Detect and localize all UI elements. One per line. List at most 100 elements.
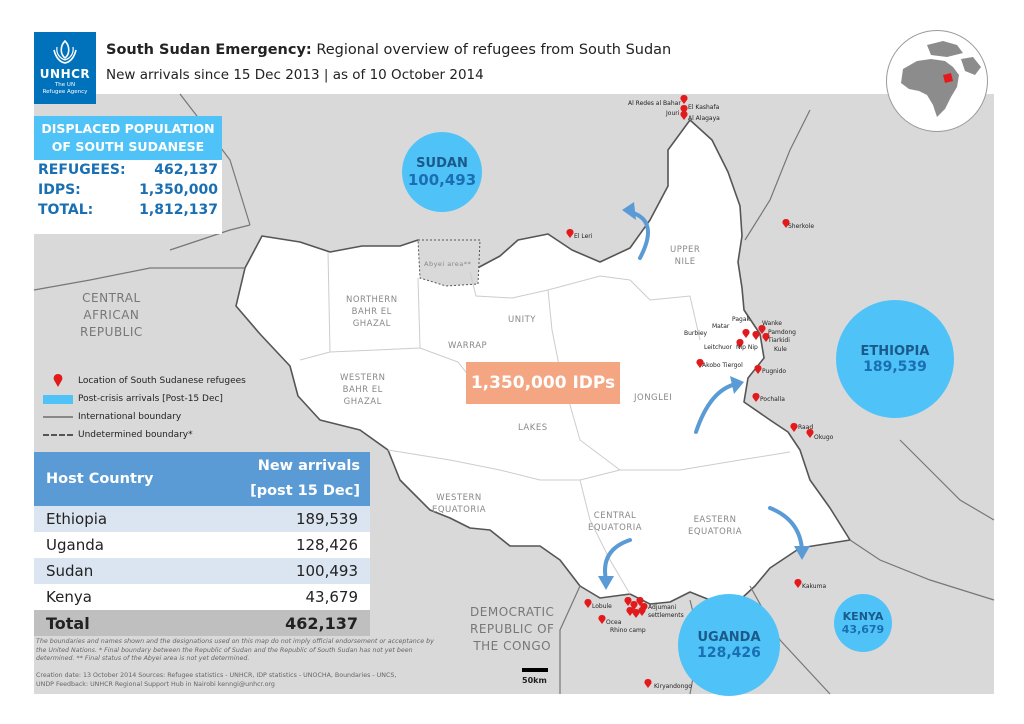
- country-label-drc: DEMOCRATIC REPUBLIC OF THE CONGO: [470, 604, 554, 655]
- table-head-arrivals: New arrivals [post 15 Dec]: [201, 452, 370, 506]
- site-label: Tiarkidi: [768, 337, 790, 344]
- dashed-line-icon: [43, 434, 73, 436]
- credits-line-1: Creation date: 13 October 2014 Sources: …: [36, 672, 397, 679]
- displaced-row-total: TOTAL: 1,812,137: [34, 200, 222, 220]
- site-label: Pochalla: [760, 396, 785, 403]
- displaced-label: REFUGEES:: [38, 162, 126, 178]
- boundary-line-icon: [43, 416, 73, 418]
- displaced-label: IDPS:: [38, 182, 81, 198]
- car-line-1: CENTRAL: [82, 291, 141, 305]
- site-label: Kule: [774, 346, 787, 353]
- bubble-swatch-icon: [43, 394, 73, 404]
- table-head-country: Host Country: [34, 452, 202, 506]
- title-rest: Regional overview of refugees from South…: [311, 42, 672, 58]
- drc-line-1: DEMOCRATIC: [470, 605, 555, 619]
- site-label: Al Redes al Bahar: [628, 100, 681, 107]
- state-central-eq: CENTRAL EQUATORIA: [588, 510, 642, 534]
- bubble-sudan-name: SUDAN: [416, 155, 468, 171]
- logo-name: UNHCR: [39, 67, 91, 81]
- state-line: WESTERN: [436, 493, 482, 503]
- site-label: El Leri: [574, 233, 593, 240]
- state-jonglei: JONGLEI: [634, 393, 673, 403]
- bubble-sudan-value: 100,493: [407, 170, 477, 189]
- locator-globe: [886, 30, 988, 132]
- bubble-ethiopia: ETHIOPIA 189,539: [836, 300, 954, 418]
- state-northern-bahr: NORTHERN BAHR EL GHAZAL: [346, 294, 398, 330]
- displaced-title: DISPLACED POPULATION OF SOUTH SUDANESE: [34, 116, 222, 160]
- site-label: Rhino camp: [610, 627, 646, 634]
- state-line: BAHR EL: [351, 307, 392, 317]
- state-line: BAHR EL: [342, 385, 383, 395]
- state-boundaries: [299, 251, 791, 595]
- page-title: South Sudan Emergency: Regional overview…: [106, 42, 671, 58]
- table-row: Ethiopia 189,539: [34, 506, 370, 532]
- site-label: Sherkole: [788, 223, 815, 230]
- globe-icon: [901, 41, 981, 117]
- state-upper-nile: UPPER NILE: [670, 244, 700, 268]
- state-western-eq: WESTERN EQUATORIA: [432, 492, 486, 516]
- displaced-value: 462,137: [154, 162, 218, 178]
- site-label: El Kashafa: [688, 104, 720, 111]
- site-label: Kiryandongo: [654, 683, 692, 690]
- state-line: EQUATORIA: [432, 505, 487, 515]
- table-cell-country: Ethiopia: [34, 506, 202, 532]
- site-label: Wanke: [762, 320, 782, 327]
- car-line-2: AFRICAN: [83, 308, 140, 322]
- state-line: EQUATORIA: [588, 523, 643, 533]
- abyei-label: Abyei area**: [424, 260, 472, 268]
- state-line: EASTERN: [693, 515, 737, 525]
- legend-label: International boundary: [78, 412, 182, 422]
- displaced-population-box: DISPLACED POPULATION OF SOUTH SUDANESE R…: [34, 116, 222, 234]
- bubble-ethiopia-name: ETHIOPIA: [860, 343, 930, 359]
- table-cell-value: 43,679: [201, 584, 370, 610]
- drc-line-3: THE CONGO: [473, 639, 552, 653]
- bubble-kenya-name: KENYA: [842, 610, 884, 623]
- table-cell-country: Sudan: [34, 558, 202, 584]
- table-cell-value: 100,493: [201, 558, 370, 584]
- site-label: Jouri: [666, 110, 680, 117]
- site-label: Nip Nip: [736, 344, 758, 351]
- idp-label-box: 1,350,000 IDPs: [466, 362, 620, 404]
- displaced-row-refugees: REFUGEES: 462,137: [34, 160, 222, 180]
- bubble-uganda-name: UGANDA: [697, 629, 761, 645]
- table-cell-country: Kenya: [34, 584, 202, 610]
- state-line: GHAZAL: [343, 397, 382, 407]
- scale-label: 50km: [522, 676, 547, 685]
- legend-row-undetermined: Undetermined boundary*: [38, 426, 256, 444]
- table-total-label: Total: [34, 610, 202, 636]
- unhcr-logo: UNHCR The UN Refugee Agency: [34, 32, 96, 104]
- legend-row-location: Location of South Sudanese refugees: [38, 372, 256, 390]
- credits: Creation date: 13 October 2014 Sources: …: [36, 672, 456, 689]
- table-head-arrivals-line2: [post 15 Dec]: [250, 483, 360, 499]
- displaced-value: 1,812,137: [139, 202, 218, 218]
- displaced-row-idps: IDPS: 1,350,000: [34, 180, 222, 200]
- state-line: NORTHERN: [346, 295, 398, 305]
- legend-label: Undetermined boundary*: [78, 430, 193, 440]
- displaced-title-line1: DISPLACED POPULATION: [41, 121, 215, 136]
- site-label: Matar: [712, 323, 730, 330]
- legend-row-arrivals: Post-crisis arrivals [Post-15 Dec]: [38, 390, 256, 408]
- legend-label: Location of South Sudanese refugees: [78, 376, 246, 386]
- displaced-label: TOTAL:: [38, 202, 94, 218]
- site-label: Ocea: [606, 619, 622, 626]
- map-marker-icon: [53, 374, 63, 387]
- car-line-3: REPUBLIC: [80, 325, 143, 339]
- state-line: NILE: [674, 257, 696, 267]
- table-cell-value: 189,539: [201, 506, 370, 532]
- state-lakes: LAKES: [518, 423, 548, 433]
- state-line: GHAZAL: [352, 319, 391, 329]
- bubble-ethiopia-value: 189,539: [863, 358, 927, 375]
- host-country-table: Host Country New arrivals [post 15 Dec] …: [34, 452, 370, 636]
- site-label: Okugo: [814, 434, 834, 441]
- logo-sub-2: Refugee Agency: [42, 89, 88, 95]
- state-line: EQUATORIA: [688, 527, 743, 537]
- state-warrap: WARRAP: [448, 341, 488, 351]
- site-label: settlements: [648, 612, 684, 619]
- displaced-title-line2: OF SOUTH SUDANESE: [51, 139, 205, 154]
- site-label: Burbiey: [684, 330, 708, 337]
- country-label-car: CENTRAL AFRICAN REPUBLIC: [80, 290, 143, 341]
- site-label: Pamdong: [768, 329, 796, 336]
- scale-bar: 50km: [522, 668, 548, 685]
- site-label: Kakuma: [802, 583, 827, 590]
- site-label: Raad: [798, 424, 814, 431]
